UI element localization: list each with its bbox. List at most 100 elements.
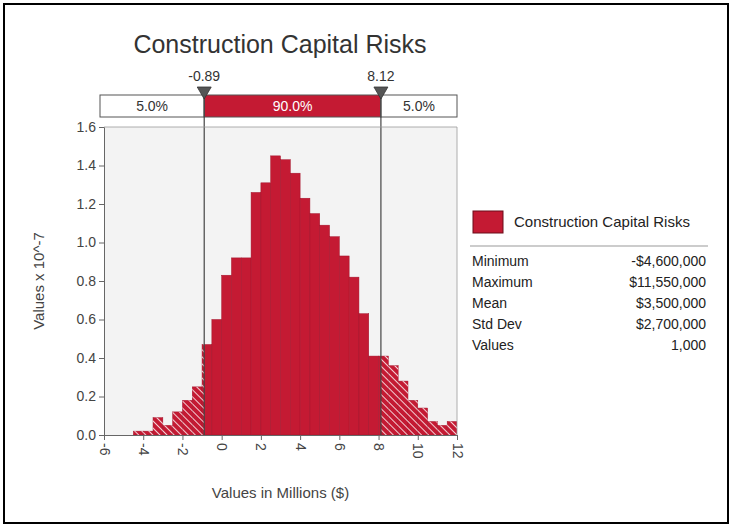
y-tick-label: 1.6 [77,119,97,135]
bar [330,237,340,435]
bar [349,277,359,435]
bar [310,214,320,435]
x-tick: -6 [97,435,113,456]
percentile-line [204,95,205,435]
y-tick: 1.2 [77,196,104,212]
band-segment [100,95,204,117]
bar [300,198,310,435]
y-tick-mark [99,127,104,128]
band-label: 5.0% [136,98,168,114]
bar [359,314,369,435]
percentile-label: -0.89 [188,68,220,84]
plot-area [104,127,457,435]
y-tick-label: 0.2 [77,388,97,404]
stat-name: Maximum [472,274,533,290]
x-tick-label: 10 [410,443,426,459]
x-axis-line [105,436,458,441]
y-tick-mark [99,320,104,321]
legend-rule [470,246,708,247]
y-tick-mark [99,281,104,282]
x-tick-mark [300,435,301,440]
x-tick-label: -2 [175,443,191,456]
y-tick-mark [99,243,104,244]
x-tick-label: 12 [450,443,466,459]
x-tick-label: 6 [332,443,348,451]
x-tick: 4 [293,435,309,451]
legend-swatch [473,211,503,233]
stat-value: $11,550,000 [629,274,706,290]
x-tick: 2 [253,435,269,451]
stat-name: Mean [472,295,507,311]
bar [320,225,330,435]
x-tick: -2 [175,435,191,456]
stat-value: $3,500,000 [636,295,706,311]
bar [281,160,291,435]
x-tick-mark [143,435,144,440]
y-tick-mark [99,204,104,205]
y-tick: 1.4 [77,157,104,173]
y-tick-label: 1.0 [77,234,97,250]
x-tick-mark [222,435,223,440]
band-segment [204,95,381,117]
y-tick: 0.0 [77,427,104,443]
x-tick-mark [379,435,380,440]
plot-border [104,127,457,128]
bar [339,256,349,435]
tail-hatch [104,127,204,435]
y-tick-label: 0.4 [77,350,97,366]
bar [231,258,241,435]
bar [241,258,251,435]
legend-label: Construction Capital Risks [514,213,690,230]
y-axis-line [99,128,105,436]
x-tick: 6 [332,435,348,451]
x-tick-label: -6 [97,443,113,456]
x-axis: -6 -4 -2 0 2 4 6 8 10 12 [97,435,466,459]
x-tick-label: 2 [253,443,269,451]
x-axis-title: Values in Millions ($) [212,484,349,501]
x-tick-mark [261,435,262,440]
y-tick-mark [99,435,104,436]
y-tick-label: 0.6 [77,311,97,327]
bar [222,275,232,435]
x-tick-label: -4 [136,443,152,456]
y-axis: 0.0 0.2 0.4 0.6 0.8 1.0 1.2 1.4 1.6 [77,119,105,443]
y-tick-mark [99,397,104,398]
bar [251,192,261,435]
x-tick-mark [339,435,340,440]
y-tick-label: 0.8 [77,273,97,289]
y-tick: 0.2 [77,388,104,404]
x-tick: 12 [450,435,466,459]
y-tick-label: 0.0 [77,427,97,443]
frame [4,4,728,523]
x-tick-label: 0 [214,443,230,451]
bar [290,173,300,435]
stat-value: -$4,600,000 [631,253,706,269]
y-tick-mark [99,166,104,167]
y-tick: 1.0 [77,234,104,250]
x-tick-label: 8 [371,443,387,451]
y-tick-label: 1.2 [77,196,97,212]
chart: Construction Capital Risks 5.0% 90.0% 5.0% -… [0,0,732,527]
band-segment [381,95,457,117]
x-tick-mark [457,435,458,440]
x-tick-label: 4 [293,443,309,451]
x-tick: 8 [371,435,387,451]
bar [261,183,271,435]
plot-background [104,127,457,435]
percentile-label: 8.12 [367,68,394,84]
band-label: 90.0% [273,98,313,114]
x-tick-mark [182,435,183,440]
stat-name: Std Dev [472,316,522,332]
y-tick: 0.8 [77,273,104,289]
stat-name: Minimum [472,253,529,269]
y-tick: 1.6 [77,119,104,135]
band-label: 5.0% [403,98,435,114]
y-tick: 0.4 [77,350,104,366]
y-tick: 0.6 [77,311,104,327]
x-tick: -4 [136,435,152,456]
bar [212,320,222,436]
x-tick: 0 [214,435,230,451]
title: Construction Capital Risks [133,30,426,58]
plot-border [457,127,458,435]
bar [369,356,379,435]
